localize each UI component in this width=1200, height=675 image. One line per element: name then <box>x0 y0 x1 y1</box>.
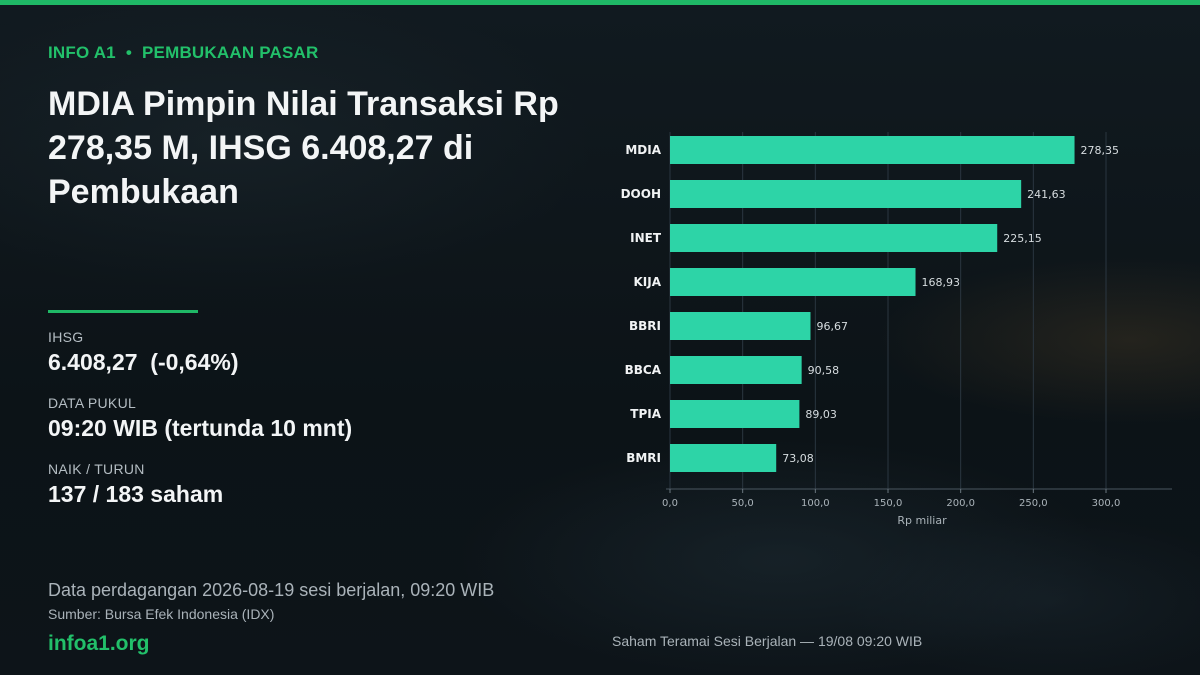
x-tick-label: 50,0 <box>732 498 754 509</box>
category-label: INET <box>630 231 662 245</box>
category-label: DOOH <box>621 187 661 201</box>
category-label: BBCA <box>625 363 662 377</box>
value-label: 90,58 <box>808 364 840 377</box>
bar-kija <box>670 268 916 296</box>
breadth-value: 137 / 183 saham <box>48 481 224 507</box>
bar-mdia <box>670 136 1075 164</box>
time-label: DATA PUKUL <box>48 395 137 411</box>
top-accent-bar <box>0 0 1200 5</box>
source-note: Sumber: Bursa Efek Indonesia (IDX) <box>48 606 275 622</box>
category-label: MDIA <box>625 143 661 157</box>
x-tick-label: 250,0 <box>1019 498 1048 509</box>
headline: MDIA Pimpin Nilai Transaksi Rp 278,35 M,… <box>48 85 559 211</box>
x-tick-label: 100,0 <box>801 498 830 509</box>
ihsg-label: IHSG <box>48 329 84 345</box>
x-tick-label: 0,0 <box>662 498 678 509</box>
breadth-label: NAIK / TURUN <box>48 461 145 477</box>
value-label: 241,63 <box>1027 188 1066 201</box>
category-label: TPIA <box>630 407 661 421</box>
x-tick-label: 150,0 <box>874 498 903 509</box>
ihsg-value: 6.408,27 (-0,64%) <box>48 349 239 375</box>
x-axis-title: Rp miliar <box>897 514 947 527</box>
value-label: 278,35 <box>1081 144 1120 157</box>
category-label: KIJA <box>633 275 661 289</box>
bar-bbri <box>670 312 811 340</box>
x-tick-label: 200,0 <box>946 498 975 509</box>
data-note: Data perdagangan 2026-08-19 sesi berjala… <box>48 580 495 600</box>
x-tick-label: 300,0 <box>1092 498 1121 509</box>
category-label: BBRI <box>629 319 661 333</box>
value-label: 225,15 <box>1003 232 1042 245</box>
value-label: 89,03 <box>805 408 837 421</box>
bar-bbca <box>670 356 802 384</box>
value-label: 96,67 <box>816 320 848 333</box>
bar-tpia <box>670 400 800 428</box>
bar-dooh <box>670 180 1022 208</box>
chart-caption: Saham Teramai Sesi Berjalan — 19/08 09:2… <box>612 633 923 649</box>
section-label: PEMBUKAAN PASAR <box>142 43 319 62</box>
bar-bmri <box>670 444 777 472</box>
separator-dot: • <box>125 43 132 62</box>
value-label: 168,93 <box>922 276 961 289</box>
kicker: INFO A1 • PEMBUKAAN PASAR <box>48 43 318 63</box>
value-label: 73,08 <box>782 452 814 465</box>
brand-link[interactable]: infoa1.org <box>48 632 150 655</box>
category-label: BMRI <box>626 451 661 465</box>
time-value: 09:20 WIB (tertunda 10 mnt) <box>48 415 353 441</box>
site-tag: INFO A1 <box>48 43 116 62</box>
divider <box>48 310 198 313</box>
bar-inet <box>670 224 998 252</box>
